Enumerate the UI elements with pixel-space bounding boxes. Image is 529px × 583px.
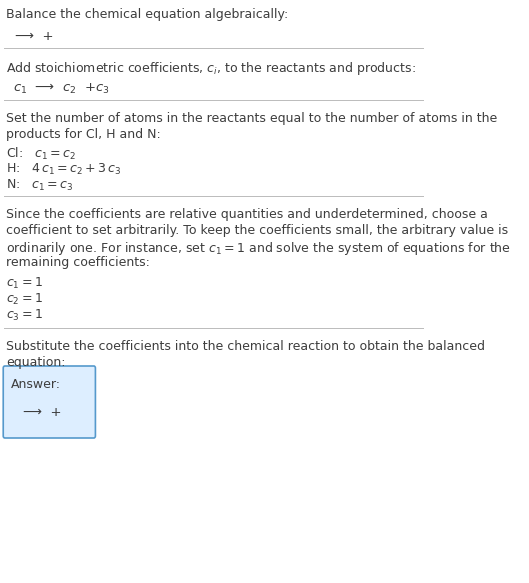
Text: $c_1 = 1$: $c_1 = 1$ xyxy=(6,276,43,291)
Text: Set the number of atoms in the reactants equal to the number of atoms in the: Set the number of atoms in the reactants… xyxy=(6,112,498,125)
Text: N:   $c_1 = c_3$: N: $c_1 = c_3$ xyxy=(6,178,74,193)
Text: ordinarily one. For instance, set $c_1 = 1$ and solve the system of equations fo: ordinarily one. For instance, set $c_1 =… xyxy=(6,240,512,257)
Text: H:   $4\,c_1 = c_2 + 3\,c_3$: H: $4\,c_1 = c_2 + 3\,c_3$ xyxy=(6,162,122,177)
Text: Since the coefficients are relative quantities and underdetermined, choose a: Since the coefficients are relative quan… xyxy=(6,208,488,221)
Text: Answer:: Answer: xyxy=(11,378,61,391)
Text: ⟶  +: ⟶ + xyxy=(15,30,53,43)
Text: $c_1$  ⟶  $c_2$  +$c_3$: $c_1$ ⟶ $c_2$ +$c_3$ xyxy=(13,82,110,96)
Text: products for Cl, H and N:: products for Cl, H and N: xyxy=(6,128,161,141)
Text: remaining coefficients:: remaining coefficients: xyxy=(6,256,150,269)
Text: Balance the chemical equation algebraically:: Balance the chemical equation algebraica… xyxy=(6,8,289,21)
Text: Add stoichiometric coefficients, $c_i$, to the reactants and products:: Add stoichiometric coefficients, $c_i$, … xyxy=(6,60,416,77)
Text: equation:: equation: xyxy=(6,356,66,369)
FancyBboxPatch shape xyxy=(3,366,95,438)
Text: ⟶  +: ⟶ + xyxy=(23,406,61,419)
Text: Substitute the coefficients into the chemical reaction to obtain the balanced: Substitute the coefficients into the che… xyxy=(6,340,486,353)
Text: coefficient to set arbitrarily. To keep the coefficients small, the arbitrary va: coefficient to set arbitrarily. To keep … xyxy=(6,224,508,237)
Text: Cl:   $c_1 = c_2$: Cl: $c_1 = c_2$ xyxy=(6,146,76,162)
Text: $c_2 = 1$: $c_2 = 1$ xyxy=(6,292,43,307)
Text: $c_3 = 1$: $c_3 = 1$ xyxy=(6,308,43,323)
